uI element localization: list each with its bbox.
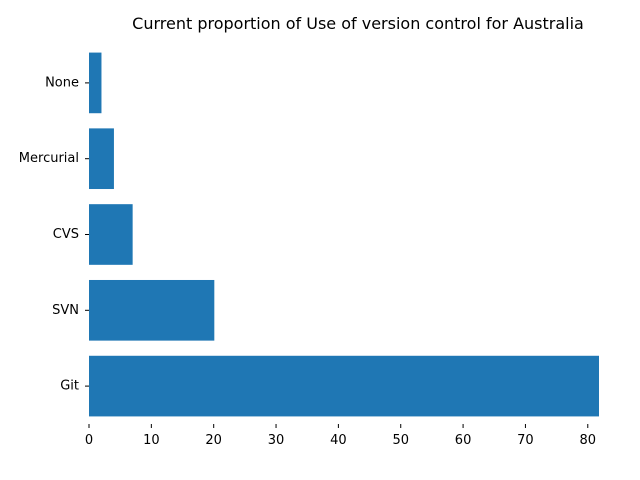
x-axis: 0 10 20 30 40 50 60 70 80 [85,424,596,448]
bar-git [89,355,599,417]
bar-cvs [89,204,133,265]
x-tick-label-30: 30 [268,433,285,448]
y-tick-label-git: Git [60,379,79,394]
bar-none [89,52,102,114]
y-tick-label-svn: SVN [52,303,79,318]
x-tick-label-40: 40 [330,433,347,448]
bars-group [89,52,599,417]
y-tick-label-mercurial: Mercurial [19,151,79,166]
x-tick-label-10: 10 [143,433,160,448]
bar-mercurial [89,128,114,190]
y-tick-label-none: None [45,75,79,90]
x-tick-label-60: 60 [455,433,472,448]
x-tick-label-70: 70 [517,433,534,448]
y-tick-label-cvs: CVS [53,227,79,242]
x-tick-label-50: 50 [392,433,409,448]
x-tick-label-20: 20 [205,433,222,448]
y-axis: Git SVN CVS Mercurial None [19,75,89,394]
chart-title: Current proportion of Use of version con… [132,14,584,33]
bar-svn [89,279,215,341]
x-tick-label-0: 0 [85,433,93,448]
x-tick-label-80: 80 [580,433,597,448]
